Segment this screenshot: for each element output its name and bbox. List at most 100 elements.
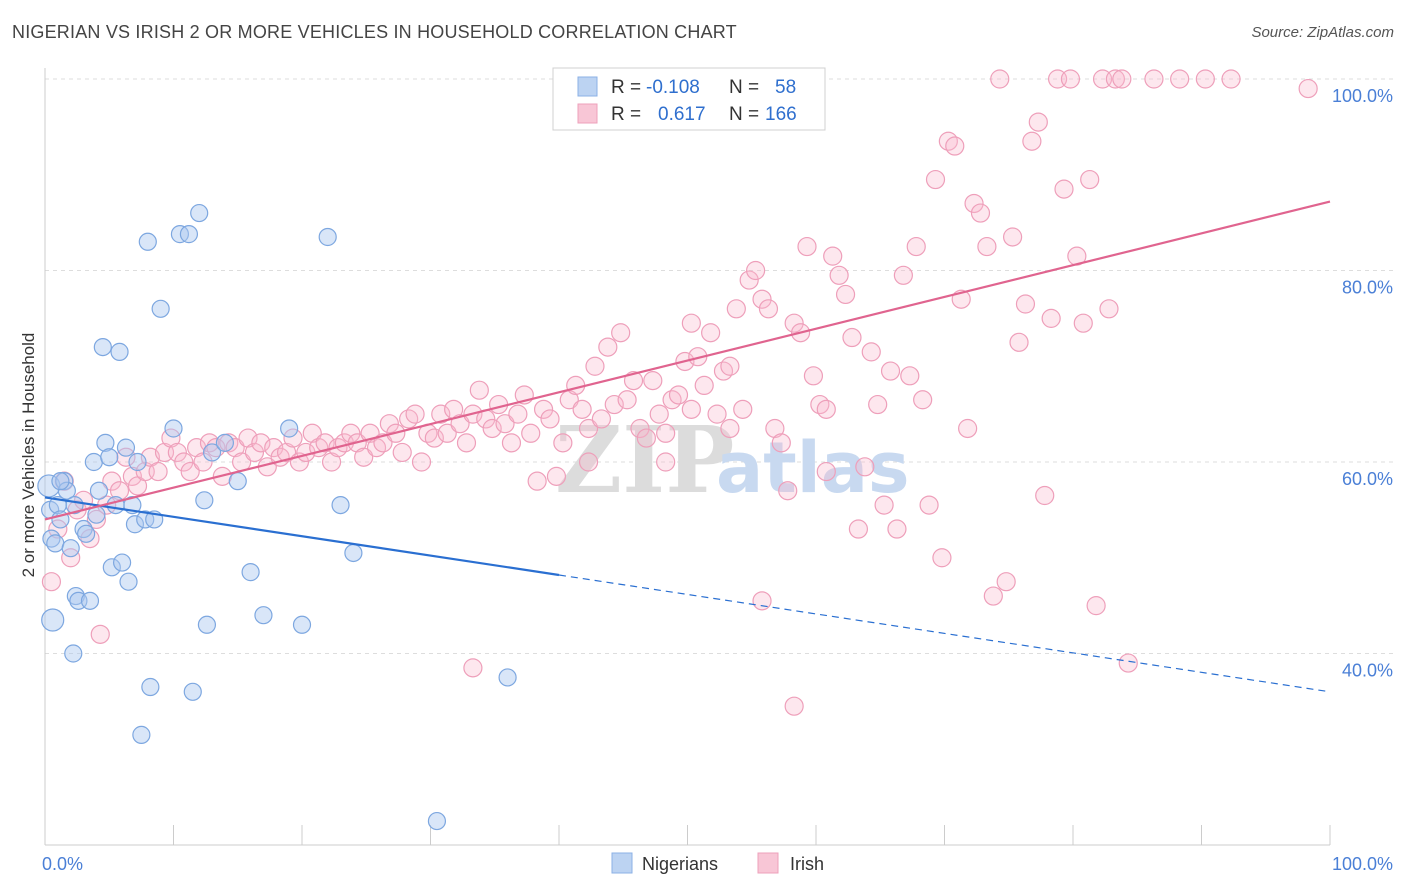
irish-point-93	[636, 428, 656, 448]
irish-point-177	[784, 696, 804, 716]
irish-point-145	[970, 203, 991, 223]
irish-point-155	[1035, 485, 1055, 506]
irish-point-138	[925, 169, 946, 190]
chart-title: NIGERIAN VS IRISH 2 OR MORE VEHICLES IN …	[12, 22, 737, 42]
nigerian-point-39	[179, 225, 199, 244]
irish-point-149	[996, 572, 1016, 592]
irish-point-78	[540, 409, 560, 429]
irish-point-119	[803, 366, 824, 386]
nigerian-point-21	[100, 448, 119, 467]
watermark-atlas: atlas	[716, 427, 910, 509]
irish-point-32	[244, 442, 265, 463]
bottom-legend-label-irish: Irish	[790, 854, 824, 874]
nigerians-trend-solid	[44, 496, 560, 577]
irish-point-102	[694, 375, 714, 395]
nigerian-point-41	[190, 203, 209, 223]
irish-point-90	[617, 390, 637, 410]
irish-point-57	[405, 404, 425, 424]
irish-point-115	[778, 481, 798, 501]
nigerian-point-44	[202, 443, 222, 462]
irish-point-71	[495, 414, 515, 434]
nigerian-point-37	[164, 419, 183, 438]
irish-point-133	[893, 265, 913, 285]
irish-point-130	[874, 495, 894, 515]
nigerian-point-25	[112, 553, 132, 572]
irish-point-82	[566, 375, 586, 395]
nigerian-point-50	[292, 615, 312, 634]
y-tick-label-60: 60.0%	[1342, 469, 1393, 489]
irish-point-139	[932, 548, 952, 568]
irish-point-55	[392, 442, 412, 463]
irish-point-13	[122, 466, 142, 486]
irish-point-128	[861, 342, 881, 362]
irish-point-129	[868, 394, 888, 415]
nigerian-point-10	[64, 644, 83, 663]
legend-box: R = -0.108 N = 58 R = 0.617 N = 166	[552, 67, 826, 131]
irish-point-76	[527, 471, 547, 491]
nigerian-point-31	[132, 725, 151, 744]
irish-point-67	[469, 380, 489, 400]
nigerian-point-3	[41, 608, 65, 632]
irish-point-33	[251, 433, 271, 453]
irish-point-166	[1105, 69, 1126, 89]
nigerian-point-15	[80, 591, 100, 610]
irish-point-0	[41, 572, 62, 592]
irish-point-122	[823, 246, 843, 266]
irish-point-77	[533, 399, 554, 419]
y-tick-label-100: 100.0%	[1332, 86, 1393, 106]
nigerian-point-49	[280, 419, 299, 438]
irish-point-126	[848, 519, 869, 539]
irish-point-88	[604, 394, 624, 415]
irish-point-163	[1086, 596, 1106, 616]
irish-point-110	[746, 260, 766, 281]
irish-point-89	[611, 323, 631, 343]
irish-point-29	[225, 438, 245, 458]
irish-point-7	[86, 509, 107, 530]
nigerian-point-36	[151, 299, 170, 318]
irish-point-112	[758, 299, 779, 319]
irish-point-64	[450, 414, 470, 434]
nigerian-point-27	[119, 572, 138, 591]
irish-point-136	[913, 390, 933, 410]
irish-point-62	[437, 423, 457, 443]
irish-point-98	[668, 385, 689, 405]
bottom-legend-swatch-irish	[757, 852, 779, 874]
irish-point-147	[983, 586, 1003, 606]
irish-point-17	[148, 461, 168, 482]
nigerian-point-20	[96, 433, 115, 452]
nigerian-point-56	[427, 811, 447, 831]
irish-point-146	[977, 236, 997, 257]
irish-point-151	[1009, 332, 1029, 352]
watermark-zip: ZIP	[555, 406, 734, 514]
irish-point-94	[643, 371, 663, 391]
irish-point-123	[829, 265, 849, 285]
irish-point-8	[90, 624, 110, 644]
irish-point-84	[578, 418, 599, 439]
nigerian-point-8	[57, 481, 76, 500]
bottom-legend-label-nigerians: Nigerians	[642, 854, 718, 874]
irish-point-121	[816, 399, 836, 419]
nigerian-point-26	[116, 438, 136, 457]
irish-point-109	[739, 270, 759, 290]
irish-point-159	[1060, 69, 1081, 89]
nigerian-point-54	[51, 472, 70, 491]
irish-point-12	[116, 447, 136, 467]
irish-point-161	[1073, 313, 1093, 333]
irish-point-148	[990, 69, 1010, 89]
legend-r-label-1: R =	[611, 77, 641, 98]
irish-point-152	[1015, 294, 1036, 314]
bottom-legend: Nigerians Irish	[611, 852, 824, 874]
irish-point-3	[61, 548, 81, 568]
irish-point-37	[276, 442, 297, 463]
irish-point-181	[720, 418, 740, 439]
legend-r-value-2: 0.617	[658, 104, 706, 125]
irish-point-124	[835, 284, 856, 305]
irish-point-72	[501, 433, 522, 453]
axes	[44, 68, 1331, 846]
irish-point-111	[752, 289, 772, 309]
irish-point-169	[1144, 69, 1164, 89]
y-axis-label: 2 or more Vehicles in Household	[19, 333, 38, 578]
irish-point-116	[784, 313, 804, 333]
irish-point-165	[1099, 299, 1119, 319]
nigerian-point-33	[141, 677, 160, 697]
